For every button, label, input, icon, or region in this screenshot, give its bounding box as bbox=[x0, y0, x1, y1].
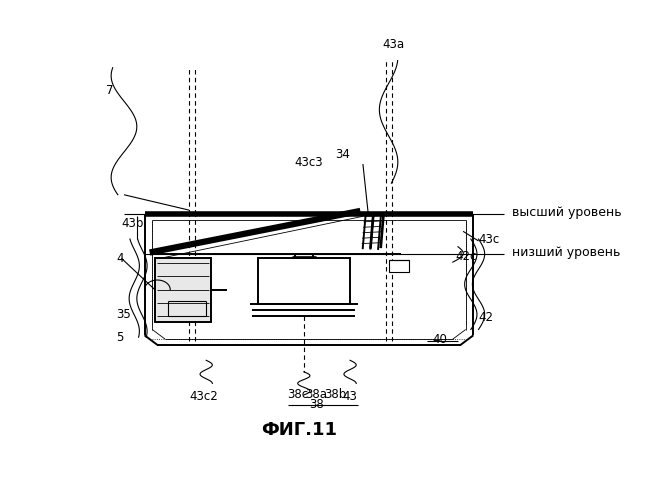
Text: низший уровень: низший уровень bbox=[512, 246, 621, 259]
Text: 42: 42 bbox=[479, 312, 493, 324]
Text: 43a: 43a bbox=[383, 38, 405, 51]
Text: 5: 5 bbox=[116, 330, 123, 344]
Text: 34: 34 bbox=[335, 148, 350, 161]
Text: 4: 4 bbox=[116, 252, 124, 265]
Text: 43c: 43c bbox=[479, 232, 500, 245]
Text: 43c2: 43c2 bbox=[189, 390, 218, 404]
FancyBboxPatch shape bbox=[155, 258, 211, 322]
FancyBboxPatch shape bbox=[389, 260, 409, 272]
Text: 38b: 38b bbox=[325, 388, 347, 402]
Text: 38: 38 bbox=[310, 398, 324, 411]
Text: 43b: 43b bbox=[121, 217, 144, 230]
Text: 38c: 38c bbox=[287, 388, 308, 402]
Text: 7: 7 bbox=[106, 84, 113, 98]
Text: 40: 40 bbox=[432, 332, 447, 345]
Text: 43c3: 43c3 bbox=[294, 156, 324, 168]
Text: 43: 43 bbox=[343, 390, 357, 404]
Text: 35: 35 bbox=[116, 308, 131, 320]
Text: высший уровень: высший уровень bbox=[512, 206, 621, 218]
Text: 38a: 38a bbox=[306, 388, 328, 402]
FancyBboxPatch shape bbox=[258, 258, 350, 304]
Text: 42c: 42c bbox=[455, 250, 477, 263]
Text: ФИГ.11: ФИГ.11 bbox=[261, 420, 337, 438]
